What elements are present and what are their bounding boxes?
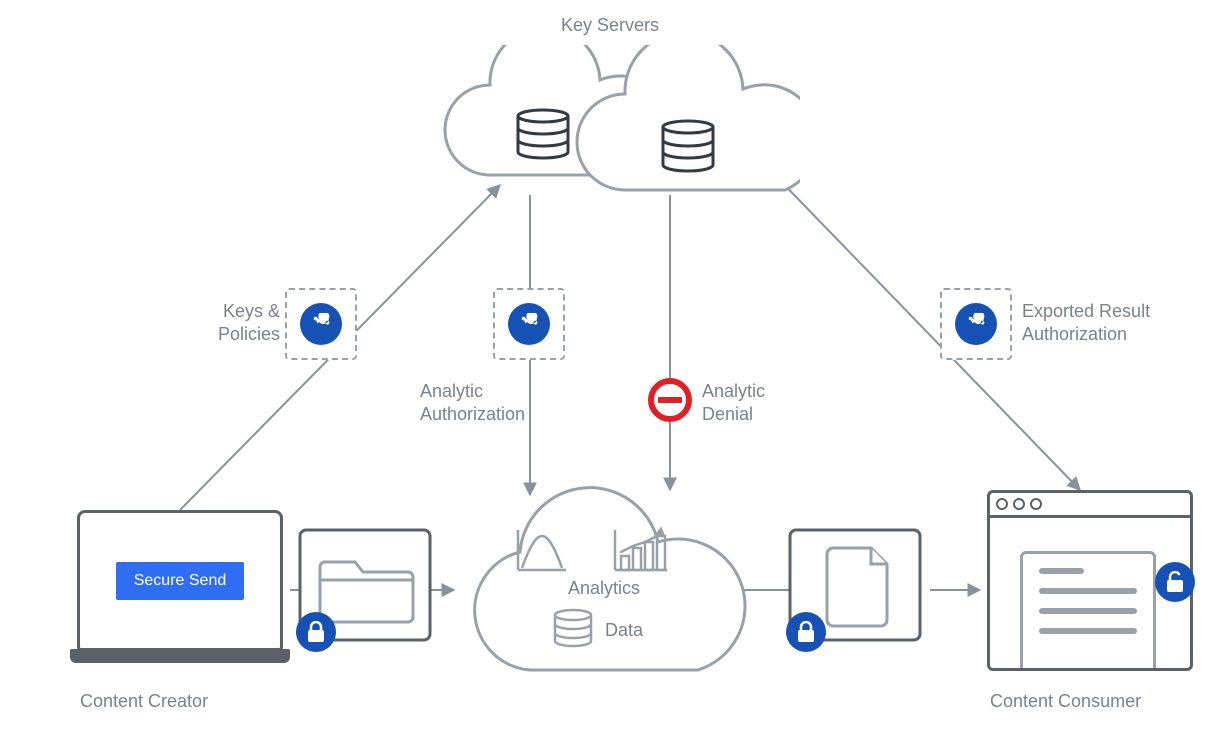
key-servers-label: Key Servers — [520, 14, 700, 37]
content-consumer-label: Content Consumer — [990, 690, 1141, 713]
keys-policies-label: Keys &Policies — [200, 300, 280, 345]
diagram-stage: Key Servers Keys &Policies AnalyticAutho… — [0, 0, 1224, 756]
content-creator-label: Content Creator — [80, 690, 208, 713]
key-servers-clouds — [420, 45, 800, 215]
analytic-auth-label: AnalyticAuthorization — [420, 380, 570, 425]
analytic-denial-label: AnalyticDenial — [702, 380, 812, 425]
edge-creator-keyservers — [180, 185, 500, 510]
exported-auth-label: Exported ResultAuthorization — [1022, 300, 1192, 345]
key-servers — [420, 45, 800, 215]
